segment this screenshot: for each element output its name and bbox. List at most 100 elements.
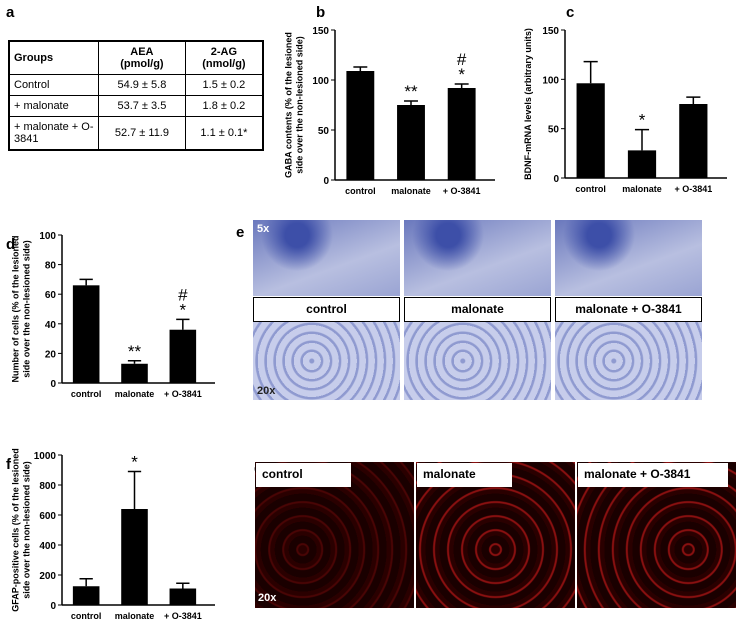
micrograph <box>253 322 400 400</box>
table-row: + malonate + O-3841 52.7 ± 11.9 1.1 ± 0.1* <box>8 116 264 151</box>
y-tick-label: 100 <box>39 231 56 242</box>
x-tick-label: malonate <box>115 389 155 399</box>
table-cell: + malonate <box>8 95 99 117</box>
magnification: 20x <box>258 592 277 604</box>
chart: 0 20 40 60 80 100 Number of cells (% of the le… <box>11 231 215 399</box>
y-axis-label: Number of cells (% of the lesioned <box>11 235 21 382</box>
table-cell: 1.5 ± 0.2 <box>184 74 264 96</box>
x-tick-label: malonate <box>115 611 155 620</box>
table-row: Control 54.9 ± 5.8 1.5 ± 0.2 <box>8 74 264 96</box>
x-tick-label: + O-3841 <box>164 611 202 620</box>
header-text: AEA <box>130 46 154 58</box>
bar <box>447 88 476 180</box>
bar <box>397 105 425 180</box>
x-tick-label: + O-3841 <box>674 184 712 194</box>
significance-mark: * <box>639 111 646 130</box>
x-tick-label: malonate <box>391 186 431 196</box>
error-bar <box>583 60 598 84</box>
header-text: (pmol/g) <box>120 58 164 70</box>
y-tick-label: 0 <box>50 601 56 612</box>
y-tick-label: 100 <box>312 76 329 87</box>
micrograph <box>404 220 551 296</box>
error-bar <box>454 83 469 88</box>
error-bar <box>127 470 142 509</box>
y-tick-label: 0 <box>553 174 559 185</box>
table-cell: 53.7 ± 3.5 <box>98 95 186 117</box>
significance-mark: * <box>131 453 138 472</box>
micrograph <box>555 322 702 400</box>
significance-mark: * <box>458 65 465 84</box>
y-tick-label: 40 <box>45 320 57 331</box>
caption-box: control <box>253 297 400 322</box>
y-tick-label: 20 <box>45 349 57 360</box>
panel-label: a <box>6 4 15 21</box>
x-tick-label: + O-3841 <box>164 389 202 399</box>
bar <box>72 586 100 605</box>
x-tick-label: malonate <box>622 184 662 194</box>
error-bar <box>353 66 368 71</box>
y-tick-label: 100 <box>542 75 559 86</box>
error-bar <box>79 578 93 587</box>
bar <box>121 509 148 605</box>
y-tick-label: 200 <box>39 571 56 582</box>
bar <box>627 150 657 178</box>
y-axis-label: GABA contents (% of the lesioned <box>284 32 294 178</box>
y-axis-label: side over the non-lesioned side) <box>295 36 305 174</box>
table-cell: + malonate + O-3841 <box>8 116 99 151</box>
bar <box>679 104 708 178</box>
chart: 0 50 100 150 BDNF-mRNA levels (arbitrary uni… <box>523 26 727 194</box>
error-bar <box>79 278 93 286</box>
micrograph <box>555 220 702 296</box>
y-tick-label: 50 <box>318 126 330 137</box>
bar <box>121 363 148 383</box>
panel-label: e <box>236 224 245 241</box>
y-axis-label: side over the non-lesioned side) <box>22 461 32 599</box>
micrograph <box>253 220 400 296</box>
bar <box>169 588 197 605</box>
y-tick-label: 80 <box>45 261 57 272</box>
error-bar <box>176 582 190 589</box>
error-bar <box>686 96 701 104</box>
header-row: Groups AEA (pmol/g) 2-AG (nmol/g) <box>8 40 264 75</box>
y-tick-label: 400 <box>39 541 56 552</box>
y-tick-label: 60 <box>45 290 57 301</box>
y-axis-label: GFAP-positive cells (% of the lesioned <box>11 448 21 612</box>
caption-box: malonate + O-3841 <box>555 297 702 322</box>
x-tick-label: + O-3841 <box>443 186 481 196</box>
bar <box>576 83 605 178</box>
caption-box: malonate <box>404 297 551 322</box>
significance-mark: ** <box>128 342 142 361</box>
significance-mark: # <box>457 50 467 69</box>
error-bar <box>176 318 190 330</box>
micrograph <box>404 322 551 400</box>
panel-label: b <box>316 4 326 21</box>
error-bar <box>127 360 142 364</box>
y-tick-label: 150 <box>542 26 559 37</box>
y-axis-label: BDNF-mRNA levels (arbitrary units) <box>523 28 533 180</box>
bar <box>72 285 100 383</box>
chart: 0 50 100 150 GABA contents (% of the lesione… <box>284 26 495 196</box>
magnification: 20x <box>257 385 276 397</box>
table-cell: 54.9 ± 5.8 <box>98 74 186 96</box>
x-tick-label: control <box>71 389 102 399</box>
header-cell: AEA (pmol/g) <box>98 40 186 75</box>
x-tick-label: control <box>345 186 376 196</box>
table-cell: 52.7 ± 11.9 <box>98 116 186 151</box>
chart: 0 200 400 600 800 1000 GFAP-positive cells (% … <box>11 448 215 620</box>
table-cell: Control <box>8 74 99 96</box>
y-tick-label: 150 <box>312 26 329 37</box>
error-bar <box>634 128 650 151</box>
x-tick-label: control <box>71 611 102 620</box>
panel-label: c <box>566 4 575 21</box>
header-cell: 2-AG (nmol/g) <box>184 40 264 75</box>
panel-label: f <box>6 456 11 473</box>
table-cell: 1.1 ± 0.1* <box>184 116 264 151</box>
header-text: 2-AG <box>210 46 238 58</box>
y-tick-label: 0 <box>323 176 329 187</box>
significance-mark: * <box>180 300 187 319</box>
header-text: Groups <box>14 52 54 64</box>
significance-mark: # <box>178 285 188 304</box>
caption-box: malonate <box>417 463 512 487</box>
x-tick-label: control <box>575 184 606 194</box>
